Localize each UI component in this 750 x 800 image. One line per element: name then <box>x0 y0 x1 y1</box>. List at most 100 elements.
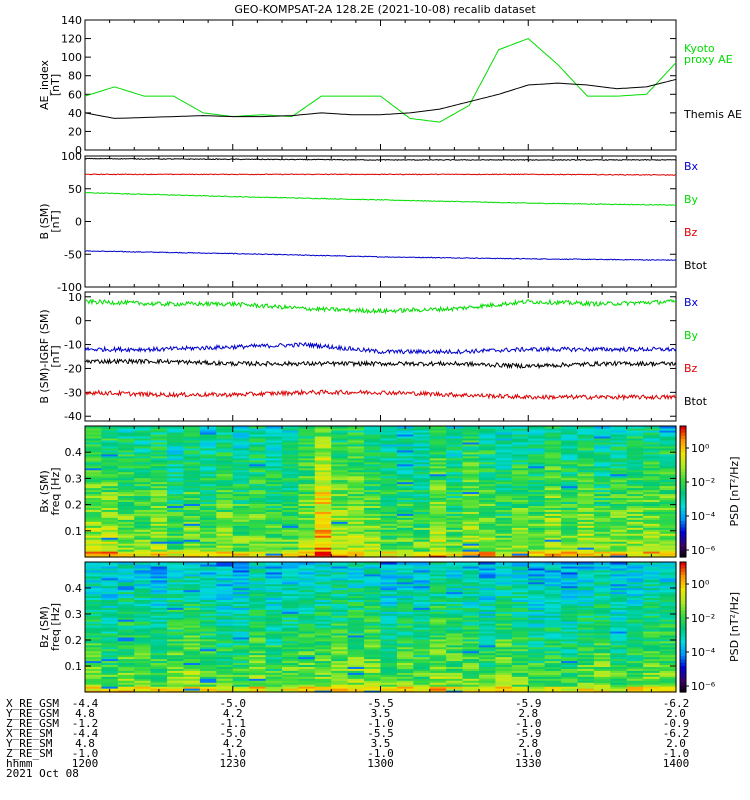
bz_spec-cell <box>101 611 119 614</box>
bx_spec-cell <box>265 497 283 501</box>
bz_spec-cell <box>364 603 382 606</box>
bx_spec-cell <box>659 449 677 453</box>
bz_spec-cell <box>429 595 447 599</box>
bx_spec-cell <box>511 541 529 544</box>
bz_spec-cell <box>150 638 168 642</box>
bz_spec-cell <box>331 599 349 602</box>
bx_spec-cell <box>232 445 250 449</box>
bx_spec-cell <box>643 455 661 459</box>
bx_spec-cell <box>659 535 677 538</box>
bx_spec-cell <box>626 435 644 439</box>
bx_spec-cell <box>659 499 677 503</box>
bx_spec-cell <box>446 533 464 536</box>
bx_spec-cell <box>134 525 152 528</box>
bx_spec-cell <box>150 547 168 550</box>
bx_spec-cell <box>528 426 546 429</box>
bz_spec-cell <box>396 630 414 634</box>
bz_spec-cell <box>298 627 316 630</box>
bz_spec-cell <box>396 587 414 591</box>
bx_spec-cell <box>298 435 316 439</box>
bx_spec-cell <box>544 517 562 520</box>
bx_spec-cell <box>577 441 595 445</box>
bx_spec-colorbar-step <box>680 429 686 434</box>
bx_spec-cell <box>479 501 497 504</box>
bx_spec-cell <box>134 531 152 534</box>
bx_spec-cell <box>298 549 316 552</box>
bz_spec-cell <box>364 601 382 604</box>
bx_spec-cell <box>183 495 201 499</box>
bx_spec-cell <box>331 525 349 528</box>
bx_spec-cell <box>117 529 135 532</box>
bx_spec-cell <box>199 485 217 489</box>
bz_spec-cell <box>199 636 217 640</box>
bx_spec-cell <box>216 445 234 449</box>
bx_spec-cell <box>199 429 217 433</box>
bz_spec-cell <box>134 682 152 685</box>
bz_spec-cell <box>282 571 300 575</box>
bz_spec-cell <box>561 648 579 652</box>
bz_spec-cell <box>216 682 234 685</box>
bz_spec-cell <box>593 658 611 662</box>
bx_spec-cell <box>364 543 382 546</box>
bx_spec-cell <box>117 507 135 510</box>
bx_spec-cell <box>626 501 644 504</box>
bx_spec-cell <box>314 491 332 495</box>
bz_spec-cell <box>150 603 168 606</box>
bx_spec-cell <box>413 449 431 453</box>
bx_spec-cell <box>298 547 316 550</box>
bx_spec-cell <box>380 511 398 514</box>
bx_spec-cell <box>610 487 628 491</box>
bx_spec-cell <box>643 465 661 469</box>
bz_spec-cell <box>610 589 628 593</box>
bx_spec-cell <box>544 491 562 495</box>
bz_spec-cell <box>495 680 513 683</box>
bx_spec-cell <box>117 551 135 554</box>
bx_spec-cell <box>511 431 529 435</box>
bx_spec-cell <box>380 539 398 542</box>
bz_spec-cell <box>199 680 217 683</box>
bz_spec-cell <box>593 627 611 630</box>
bz_spec-cell <box>134 593 152 597</box>
bz_spec-cell <box>511 619 529 622</box>
bz_spec-cell <box>610 664 628 667</box>
bz_spec-cell <box>314 621 332 624</box>
bx_spec-cell <box>643 435 661 439</box>
bx_spec-cell <box>331 505 349 508</box>
bx_spec-cell <box>265 483 283 487</box>
bz_spec-cell <box>364 630 382 634</box>
bx_spec-cell <box>643 489 661 493</box>
bx_spec-cell <box>117 525 135 528</box>
bz_spec-cell <box>577 562 595 565</box>
bz_spec-cell <box>347 587 365 591</box>
bx_spec-cell <box>479 547 497 550</box>
bz_spec-cell <box>150 680 168 683</box>
bz_spec-cell <box>167 567 185 571</box>
bz_spec-cell <box>167 591 185 595</box>
bx_spec-cell <box>577 463 595 467</box>
bx_spec-cell <box>282 523 300 526</box>
bz_spec-cell <box>85 628 103 632</box>
bx_spec-cell <box>347 453 365 457</box>
bx_spec-cell <box>347 467 365 471</box>
bz_spec-cell <box>167 636 185 640</box>
bx_spec-cell <box>331 435 349 439</box>
bx_spec-cell <box>659 429 677 433</box>
bx_spec-colorbar-tick-label: 10⁰ <box>691 442 710 455</box>
bx_spec-cell <box>462 439 480 443</box>
bx_spec-cell <box>479 427 497 431</box>
bx_spec-cell <box>593 465 611 469</box>
bz_spec-cell <box>528 670 546 673</box>
bx_spec-cell <box>446 485 464 489</box>
bx_spec-cell <box>249 509 267 512</box>
bz_spec-cell <box>528 589 546 593</box>
bz_spec-cell <box>331 627 349 630</box>
bz_spec-cell <box>495 668 513 671</box>
bz_spec-cell <box>150 672 168 675</box>
bx_spec-cell <box>347 477 365 481</box>
bz_spec-cell <box>544 581 562 585</box>
bx_spec-cell <box>626 467 644 471</box>
bz_spec-cell <box>446 636 464 640</box>
bz_spec-cell <box>643 656 661 660</box>
bz_spec-cell <box>85 589 103 593</box>
bz_spec-cell <box>232 562 250 565</box>
